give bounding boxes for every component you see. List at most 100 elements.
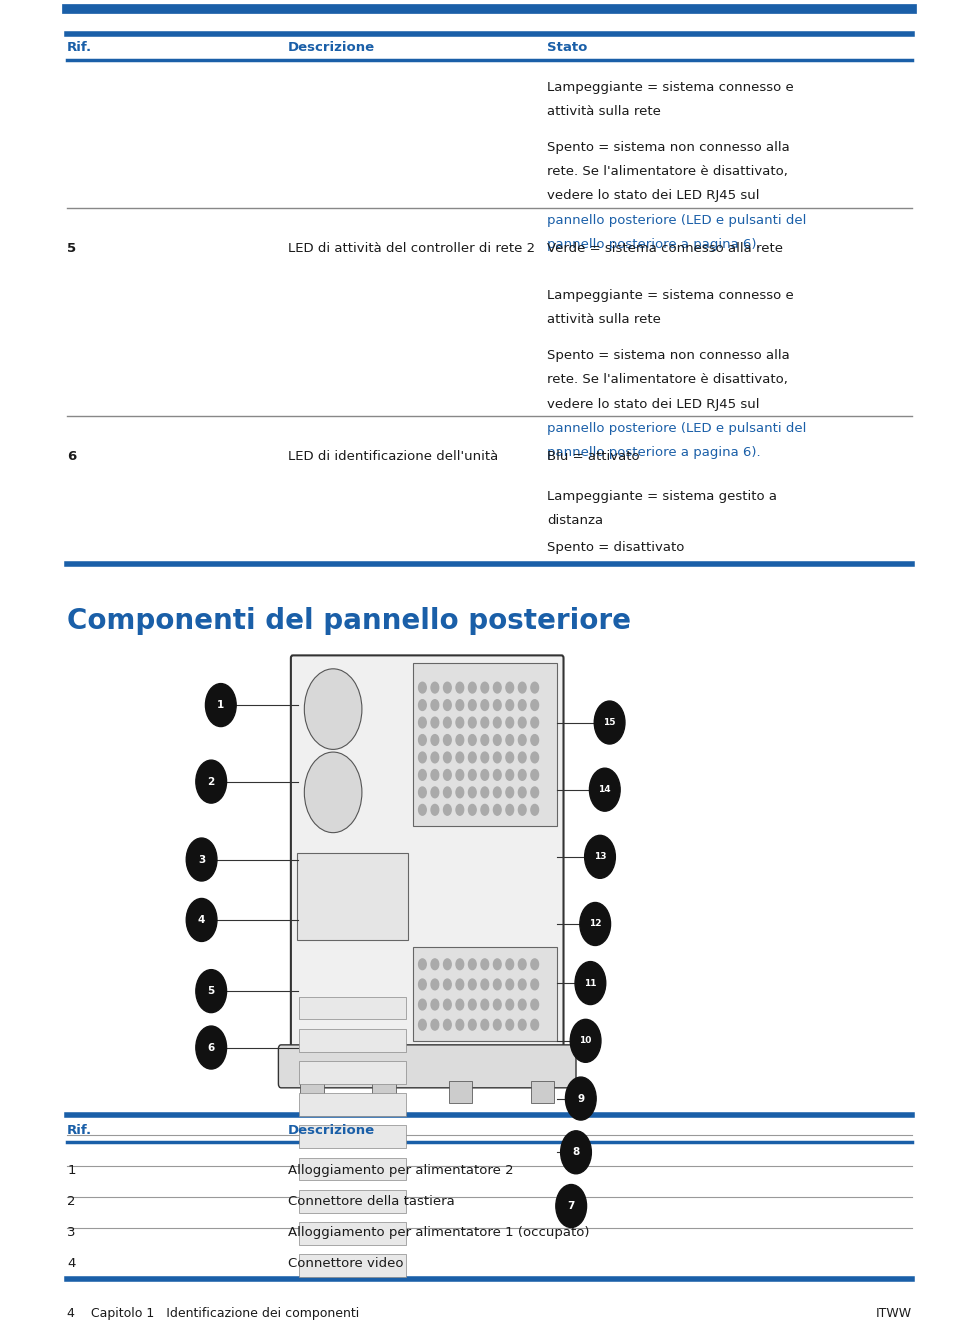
Text: Connettore della tastiera: Connettore della tastiera bbox=[288, 1195, 455, 1209]
Circle shape bbox=[481, 1019, 489, 1030]
Text: 2: 2 bbox=[67, 1195, 76, 1209]
Text: Lampeggiante = sistema connesso e: Lampeggiante = sistema connesso e bbox=[547, 81, 794, 94]
Circle shape bbox=[444, 700, 451, 710]
Circle shape bbox=[589, 768, 620, 811]
Text: 5: 5 bbox=[207, 986, 215, 997]
Circle shape bbox=[561, 1131, 591, 1174]
Text: attività sulla rete: attività sulla rete bbox=[547, 105, 661, 118]
Circle shape bbox=[456, 770, 464, 780]
Circle shape bbox=[186, 898, 217, 941]
Circle shape bbox=[481, 752, 489, 763]
Circle shape bbox=[506, 999, 514, 1010]
Circle shape bbox=[493, 979, 501, 990]
Text: LED di identificazione dell'unità: LED di identificazione dell'unità bbox=[288, 450, 498, 463]
Text: Descrizione: Descrizione bbox=[288, 1124, 375, 1138]
Circle shape bbox=[304, 752, 362, 833]
Text: pannello posteriore a pagina 6).: pannello posteriore a pagina 6). bbox=[547, 446, 761, 459]
Circle shape bbox=[431, 979, 439, 990]
Circle shape bbox=[556, 1185, 587, 1228]
Circle shape bbox=[419, 959, 426, 970]
Circle shape bbox=[444, 752, 451, 763]
Text: Descrizione: Descrizione bbox=[288, 40, 375, 54]
Circle shape bbox=[456, 787, 464, 798]
Text: 3: 3 bbox=[67, 1226, 76, 1240]
Circle shape bbox=[493, 682, 501, 693]
Text: 13: 13 bbox=[593, 853, 607, 861]
Circle shape bbox=[431, 700, 439, 710]
Circle shape bbox=[531, 735, 539, 745]
Circle shape bbox=[444, 979, 451, 990]
Circle shape bbox=[518, 959, 526, 970]
Circle shape bbox=[468, 787, 476, 798]
Circle shape bbox=[419, 804, 426, 815]
Circle shape bbox=[468, 999, 476, 1010]
Text: 6: 6 bbox=[67, 450, 77, 463]
Circle shape bbox=[481, 999, 489, 1010]
Circle shape bbox=[419, 700, 426, 710]
Circle shape bbox=[493, 770, 501, 780]
Text: 6: 6 bbox=[207, 1042, 215, 1053]
FancyBboxPatch shape bbox=[278, 1045, 576, 1088]
Circle shape bbox=[493, 735, 501, 745]
Circle shape bbox=[468, 735, 476, 745]
Circle shape bbox=[518, 752, 526, 763]
Text: Lampeggiante = sistema connesso e: Lampeggiante = sistema connesso e bbox=[547, 289, 794, 302]
Circle shape bbox=[456, 752, 464, 763]
Circle shape bbox=[444, 770, 451, 780]
Circle shape bbox=[531, 682, 539, 693]
Text: pannello posteriore a pagina 6).: pannello posteriore a pagina 6). bbox=[547, 238, 761, 251]
Text: 5: 5 bbox=[67, 242, 77, 255]
Circle shape bbox=[493, 717, 501, 728]
Text: Rif.: Rif. bbox=[67, 40, 92, 54]
Text: 1: 1 bbox=[67, 1164, 76, 1178]
Circle shape bbox=[431, 717, 439, 728]
Circle shape bbox=[518, 700, 526, 710]
Circle shape bbox=[481, 700, 489, 710]
Text: 11: 11 bbox=[584, 979, 597, 987]
Bar bbox=[413, 947, 557, 1041]
Circle shape bbox=[518, 770, 526, 780]
Text: Spento = disattivato: Spento = disattivato bbox=[547, 541, 684, 555]
Bar bbox=[299, 1190, 406, 1213]
Circle shape bbox=[493, 999, 501, 1010]
Circle shape bbox=[419, 1019, 426, 1030]
Circle shape bbox=[481, 959, 489, 970]
Circle shape bbox=[493, 700, 501, 710]
Circle shape bbox=[506, 787, 514, 798]
Circle shape bbox=[419, 787, 426, 798]
Circle shape bbox=[493, 1019, 501, 1030]
Text: Verde = sistema connesso alla rete: Verde = sistema connesso alla rete bbox=[547, 242, 783, 255]
Text: 3: 3 bbox=[198, 854, 205, 865]
Bar bbox=[299, 1254, 406, 1277]
Circle shape bbox=[431, 770, 439, 780]
Circle shape bbox=[196, 970, 227, 1013]
Circle shape bbox=[531, 979, 539, 990]
Circle shape bbox=[304, 669, 362, 749]
Circle shape bbox=[506, 770, 514, 780]
Text: 8: 8 bbox=[572, 1147, 580, 1158]
Circle shape bbox=[518, 735, 526, 745]
Bar bbox=[372, 1081, 396, 1103]
Circle shape bbox=[493, 804, 501, 815]
Circle shape bbox=[468, 682, 476, 693]
Circle shape bbox=[444, 787, 451, 798]
Text: pannello posteriore (LED e pulsanti del: pannello posteriore (LED e pulsanti del bbox=[547, 422, 806, 435]
Circle shape bbox=[196, 1026, 227, 1069]
Text: Connettore video: Connettore video bbox=[288, 1257, 403, 1270]
Bar bbox=[299, 1125, 406, 1148]
Circle shape bbox=[431, 682, 439, 693]
Text: Rif.: Rif. bbox=[67, 1124, 92, 1138]
Circle shape bbox=[493, 787, 501, 798]
Circle shape bbox=[419, 752, 426, 763]
Text: Spento = sistema non connesso alla: Spento = sistema non connesso alla bbox=[547, 349, 790, 363]
Text: Alloggiamento per alimentatore 1 (occupato): Alloggiamento per alimentatore 1 (occupa… bbox=[288, 1226, 589, 1240]
Circle shape bbox=[456, 1019, 464, 1030]
Circle shape bbox=[205, 684, 236, 727]
Text: attività sulla rete: attività sulla rete bbox=[547, 313, 661, 326]
Circle shape bbox=[518, 717, 526, 728]
Circle shape bbox=[444, 1019, 451, 1030]
Text: 2: 2 bbox=[207, 776, 215, 787]
Circle shape bbox=[468, 770, 476, 780]
Circle shape bbox=[531, 752, 539, 763]
Circle shape bbox=[456, 979, 464, 990]
